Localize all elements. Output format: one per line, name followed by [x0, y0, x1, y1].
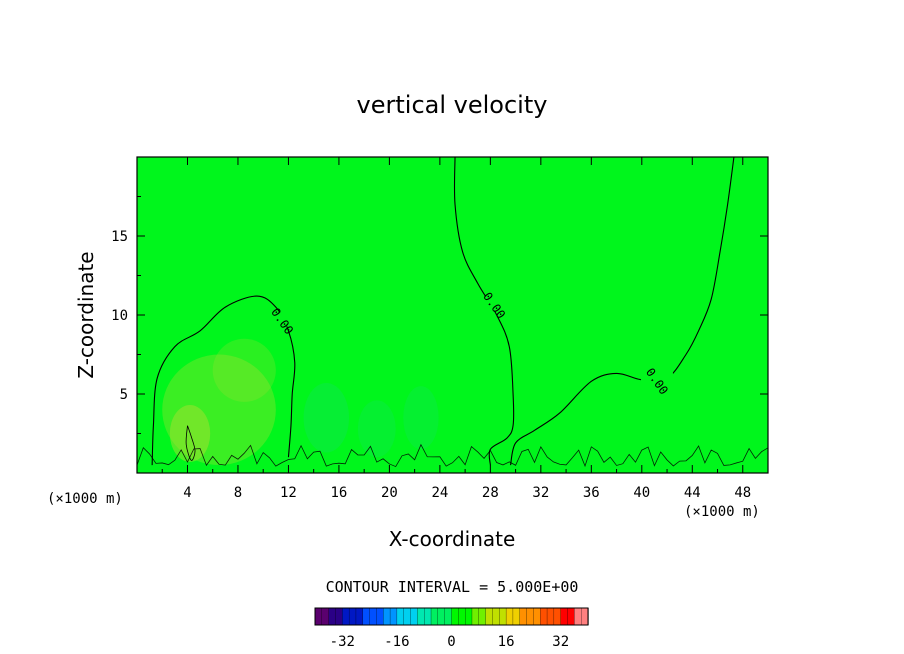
- x-tick-label: 12: [280, 485, 297, 501]
- colorbar-label: 32: [552, 634, 569, 650]
- colorbar-label: 0: [447, 634, 455, 650]
- colorbar-swatch: [355, 607, 364, 626]
- surface-contours: [136, 443, 769, 468]
- x-tick-label: 48: [734, 485, 751, 501]
- colorbar-swatch: [492, 607, 500, 626]
- colorbar-swatch: [396, 607, 405, 626]
- colorbar-swatch: [553, 607, 562, 626]
- colorbar-swatch: [430, 607, 439, 626]
- x-axis-unit-right: (×1000 m): [684, 504, 760, 520]
- colorbar-swatch: [505, 607, 514, 626]
- colorbar-swatch: [444, 607, 453, 626]
- x-tick-label: 32: [532, 485, 549, 501]
- colorbar-swatch: [328, 607, 337, 626]
- colorbar: -32 -16 0 16 32: [314, 607, 589, 650]
- colorbar-swatch: [383, 607, 391, 626]
- colorbar-swatch: [560, 607, 569, 626]
- x-tick-label: 28: [482, 485, 499, 501]
- colorbar-swatch: [437, 607, 446, 626]
- colorbar-swatch: [458, 607, 466, 626]
- colorbar-swatch: [519, 607, 528, 626]
- contour-zero-line: [453, 156, 515, 466]
- x-axis-label: X-coordinate: [389, 527, 516, 551]
- colorbar-swatch: [424, 607, 432, 626]
- y-tick-label: 10: [111, 308, 128, 324]
- contour-zero-line: [151, 295, 296, 466]
- y-tick-label: 5: [120, 387, 128, 403]
- colorbar-swatch: [362, 607, 371, 626]
- contour-label-gap: [640, 372, 673, 387]
- colorbar-label: -32: [330, 634, 355, 650]
- colorbar-swatch: [451, 607, 459, 626]
- colorbar-frame: [314, 607, 589, 626]
- x-axis: 4 8 12 16 20 24 28 32 36 40 44 48: [161, 157, 751, 501]
- x-tick-label: 20: [381, 485, 398, 501]
- field-variation: [212, 338, 276, 402]
- contour-interval-text: CONTOUR INTERVAL = 5.000E+00: [326, 578, 579, 596]
- contour-label-gap: [266, 312, 299, 327]
- colorbar-swatch: [348, 607, 357, 626]
- x-axis-unit-left: (×1000 m): [47, 491, 123, 507]
- colorbar-swatch: [376, 607, 384, 626]
- colorbar-swatch: [478, 607, 487, 626]
- velocity-field: [137, 157, 768, 473]
- colorbar-swatch: [574, 607, 582, 626]
- colorbar-swatch: [335, 607, 343, 626]
- contour-label-gap: [478, 296, 511, 311]
- field-variations: [162, 338, 439, 466]
- local-contour: [185, 425, 196, 461]
- colorbar-swatch: [403, 607, 412, 626]
- colorbar-swatch: [342, 607, 350, 626]
- chart-title: vertical velocity: [357, 91, 548, 119]
- y-axis: 5 10 15: [111, 196, 768, 434]
- x-tick-label: 40: [633, 485, 650, 501]
- colorbar-swatch: [471, 607, 480, 626]
- colorbar-swatch: [526, 607, 535, 626]
- colorbar-swatch: [389, 607, 398, 626]
- y-tick-label: 15: [111, 229, 128, 245]
- field-variation: [303, 382, 350, 453]
- colorbar-swatch: [417, 607, 425, 626]
- colorbar-swatch: [533, 607, 541, 626]
- x-tick-label: 24: [431, 485, 448, 501]
- y-axis-label: Z-coordinate: [74, 251, 98, 378]
- x-tick-label: 36: [583, 485, 600, 501]
- x-tick-label: 4: [183, 485, 191, 501]
- colorbar-swatch: [464, 607, 473, 626]
- colorbar-swatch: [314, 607, 323, 626]
- colorbar-label: -16: [384, 634, 409, 650]
- colorbar-swatch: [321, 607, 330, 626]
- x-tick-label: 16: [330, 485, 347, 501]
- field-variation: [403, 386, 439, 450]
- colorbar-swatch: [499, 607, 507, 626]
- colorbar-swatch: [581, 607, 589, 626]
- colorbar-swatch: [410, 607, 419, 626]
- colorbar-swatch: [567, 607, 576, 626]
- colorbar-swatch: [546, 607, 555, 626]
- colorbar-swatch: [540, 607, 548, 626]
- colorbar-label: 16: [498, 634, 515, 650]
- field-variation: [357, 400, 396, 458]
- x-tick-label: 8: [234, 485, 242, 501]
- colorbar-swatch: [512, 607, 521, 626]
- colorbar-swatch: [485, 607, 494, 626]
- colorbar-swatch: [369, 607, 378, 626]
- plot-area: 0.00 0.000.00: [136, 156, 769, 474]
- x-tick-label: 44: [684, 485, 701, 501]
